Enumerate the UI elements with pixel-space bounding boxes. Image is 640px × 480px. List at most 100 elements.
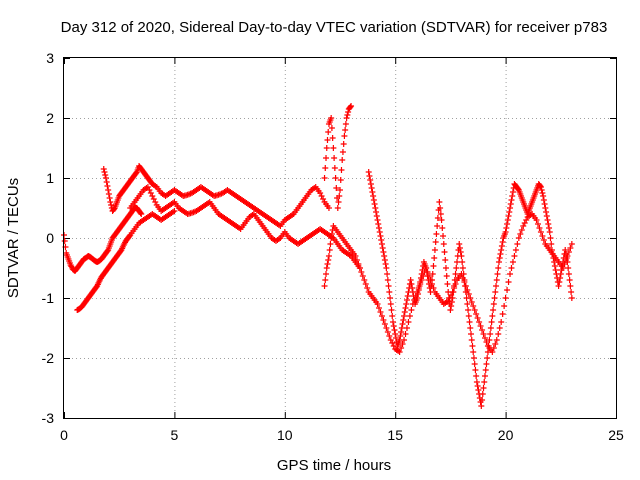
- data-point: [405, 319, 412, 325]
- data-point: [548, 241, 555, 247]
- data-point: [355, 261, 362, 267]
- data-point: [325, 205, 332, 211]
- data-point: [493, 337, 500, 343]
- data-point: [473, 311, 480, 317]
- x-axis-title: GPS time / hours: [277, 457, 391, 474]
- data-point: [381, 253, 388, 259]
- data-point: [565, 265, 572, 271]
- data-point: [478, 403, 485, 409]
- data-point: [538, 187, 545, 193]
- data-point: [498, 247, 505, 253]
- data-point: [408, 307, 415, 313]
- data-point: [339, 157, 346, 163]
- data-point: [486, 337, 493, 343]
- data-point: [401, 313, 408, 319]
- data-point: [428, 283, 435, 289]
- data-point: [337, 177, 344, 183]
- data-point: [361, 277, 368, 283]
- data-point: [466, 319, 473, 325]
- data-point: [481, 335, 488, 341]
- data-point: [566, 277, 573, 283]
- data-point: [437, 211, 444, 217]
- data-point: [559, 263, 566, 269]
- data-point: [107, 199, 114, 205]
- data-point: [474, 315, 481, 321]
- data-point: [418, 271, 425, 277]
- data-point: [408, 281, 415, 287]
- data-point: [323, 265, 330, 271]
- data-point: [403, 325, 410, 331]
- data-point: [344, 112, 351, 118]
- data-point: [487, 331, 494, 337]
- data-point: [102, 172, 109, 178]
- data-point: [324, 261, 331, 267]
- data-point: [491, 295, 498, 301]
- data-point: [373, 213, 380, 219]
- data-point: [447, 307, 454, 313]
- data-point: [356, 265, 363, 271]
- data-point: [476, 319, 483, 325]
- data-point: [398, 345, 405, 351]
- data-point: [502, 295, 509, 301]
- data-point: [459, 265, 466, 271]
- data-point: [333, 185, 340, 191]
- data-point: [549, 251, 556, 257]
- data-point: [325, 257, 332, 263]
- tick-labels: 0 5 10 15 20 25 -3 -2 -1 0 1 2 3: [42, 50, 624, 443]
- data-point: [497, 251, 504, 257]
- data-point: [567, 245, 574, 251]
- data-point: [429, 271, 436, 277]
- data-point: [451, 283, 458, 289]
- data-point: [507, 201, 514, 207]
- data-point: [443, 273, 450, 279]
- data-point: [537, 229, 544, 235]
- data-point: [387, 295, 394, 301]
- data-point: [396, 349, 403, 355]
- data-point: [445, 289, 452, 295]
- x-tick-label: 5: [171, 427, 179, 443]
- data-point: [541, 201, 548, 207]
- data-point: [415, 287, 422, 293]
- data-point: [501, 303, 508, 309]
- data-point: [387, 301, 394, 307]
- data-point: [433, 231, 440, 237]
- data-point: [370, 193, 377, 199]
- data-point: [321, 283, 328, 289]
- data-point: [459, 259, 466, 265]
- data-point: [391, 327, 398, 333]
- data-point: [358, 269, 365, 275]
- data-point: [371, 201, 378, 207]
- data-point: [461, 277, 468, 283]
- data-point: [332, 175, 339, 181]
- data-point: [545, 221, 552, 227]
- data-point: [362, 281, 369, 287]
- data-point: [364, 285, 371, 291]
- data-point: [533, 217, 540, 223]
- data-point: [473, 373, 480, 379]
- data-point: [368, 185, 375, 191]
- data-point: [514, 241, 521, 247]
- data-point: [544, 217, 551, 223]
- data-point: [323, 155, 330, 161]
- data-point: [471, 307, 478, 313]
- data-point: [452, 271, 459, 277]
- data-point: [61, 238, 68, 244]
- data-point: [539, 233, 546, 239]
- data-point: [537, 184, 544, 190]
- data-point: [552, 267, 559, 273]
- x-tick-label: 20: [498, 427, 514, 443]
- data-point: [392, 331, 399, 337]
- data-point: [511, 253, 518, 259]
- y-tick-label: 2: [46, 110, 54, 126]
- data-point: [448, 299, 455, 305]
- data-point: [348, 103, 355, 109]
- data-point: [470, 355, 477, 361]
- data-point: [390, 323, 397, 329]
- data-point: [396, 337, 403, 343]
- data-point: [103, 179, 110, 185]
- data-point: [460, 271, 467, 277]
- data-point: [345, 109, 352, 115]
- data-point: [493, 283, 500, 289]
- data-point: [404, 293, 411, 299]
